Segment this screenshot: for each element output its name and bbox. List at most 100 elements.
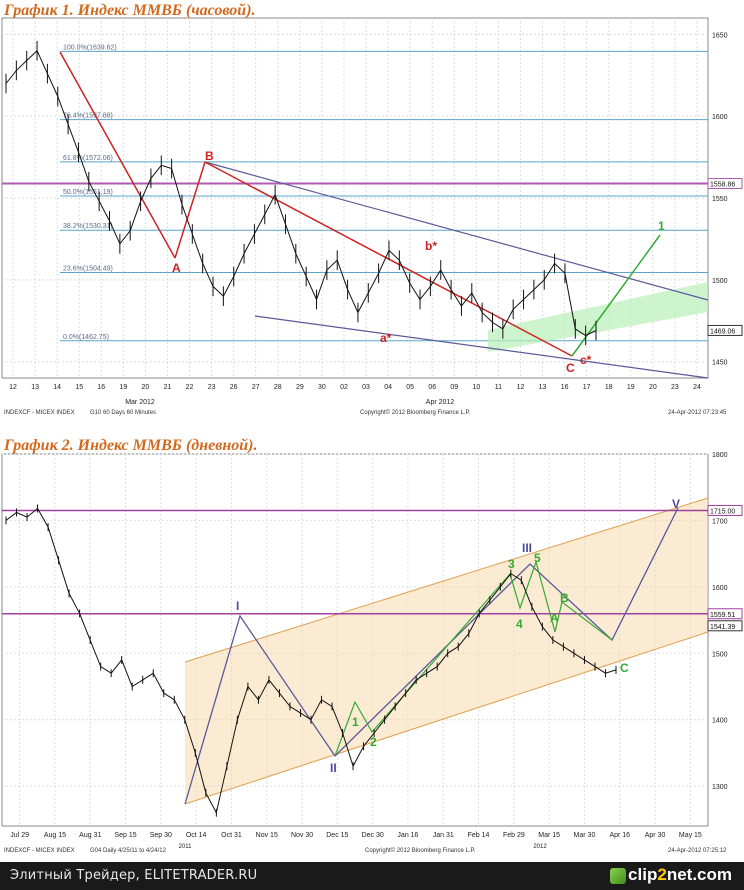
wave-label: B [560, 591, 569, 605]
wave-label: b* [425, 239, 437, 253]
wave-label: V [672, 497, 680, 511]
fib-level-label: 0.0%(1462.75) [63, 334, 109, 341]
wave-label: 1 [658, 219, 665, 233]
x-tick-label: 20 [649, 384, 657, 391]
green-channel [488, 282, 708, 352]
wave-label: 3 [508, 557, 515, 571]
month-label: Apr 2012 [426, 399, 455, 406]
brand-part-4: .com [692, 865, 732, 884]
x-tick-label: 21 [164, 384, 172, 391]
x-tick-label: 05 [406, 384, 414, 391]
year-label: 2011 [179, 844, 193, 850]
instrument-label: INDEXCF - MICEX INDEX [4, 848, 75, 854]
x-tick-label: 06 [428, 384, 436, 391]
x-tick-label: Oct 14 [186, 832, 207, 839]
bar-setting-label: G04 Daily 4/25/11 to 4/24/12 [90, 848, 167, 854]
channel-line [184, 631, 709, 805]
x-tick-label: 15 [75, 384, 83, 391]
x-tick-label: 11 [495, 384, 502, 391]
y-tick-label: 1400 [712, 718, 728, 725]
forecast-line [571, 234, 661, 357]
brand-part-1: clip [628, 865, 658, 884]
x-tick-label: 27 [252, 384, 260, 391]
x-tick-label: Nov 15 [256, 832, 278, 839]
wave-label: III [522, 541, 532, 555]
x-tick-label: 10 [472, 384, 480, 391]
y-tick-label: 1550 [712, 196, 728, 203]
hourly-chart-panel: График 1. Индекс ММВБ (часовой). 12 13 14 1… [0, 0, 744, 430]
daily-chart-panel: График 2. Индекс ММВБ (дневной). Jul 29 A… [0, 432, 744, 860]
y-tick-label: 1600 [712, 114, 728, 121]
site-credit: Элитный Трейдер, ELITETRADER.RU [10, 868, 258, 883]
daily-chart: Jul 29 Aug 15 Aug 31 Sep 15 Sep 30 Oct 14 Oct … [1, 452, 743, 854]
wave-label: 1 [352, 715, 359, 729]
wave-label: I [236, 599, 239, 613]
month-label: Mar 2012 [125, 399, 155, 406]
x-tick-label: Mar 30 [574, 832, 596, 839]
price-tag-box [707, 504, 743, 516]
x-tick-label: Dec 30 [362, 832, 384, 839]
year-label: 2012 [533, 844, 547, 850]
x-tick-label: 09 [450, 384, 458, 391]
x-tick-label: Feb 29 [503, 832, 525, 839]
y-tick-label: 1600 [712, 585, 728, 592]
wave-label: a* [380, 331, 392, 345]
x-tick-label: Sep 15 [114, 832, 136, 839]
x-tick-label: 23 [671, 384, 679, 391]
x-tick-label: Mar 15 [538, 832, 560, 839]
x-tick-label: Jul 29 [10, 832, 29, 839]
wave-label: c* [580, 353, 592, 367]
x-tick-label: 03 [362, 384, 370, 391]
price-tag-label: 1559.51 [710, 612, 735, 619]
y-tick-label: 1800 [712, 452, 728, 459]
y-tick-label: 1650 [712, 32, 728, 39]
x-tick-label: Feb 14 [468, 832, 490, 839]
x-tick-label: 28 [274, 384, 282, 391]
fib-level-label: 100.0%(1639.62) [63, 44, 117, 51]
x-tick-label: 29 [296, 384, 304, 391]
x-tick-label: 12 [9, 384, 17, 391]
x-tick-label: 17 [583, 384, 591, 391]
chart1-title: График 1. Индекс ММВБ (часовой). [4, 2, 256, 19]
x-tick-label: 20 [142, 384, 150, 391]
chart2-title: График 2. Индекс ММВБ (дневной). [4, 437, 258, 454]
wave-label: A [550, 611, 559, 625]
x-tick-label: Apr 30 [645, 832, 666, 839]
instrument-label: INDEXCF - MICEX INDEX [4, 410, 75, 416]
x-tick-label: 13 [539, 384, 547, 391]
x-tick-label: 13 [31, 384, 39, 391]
y-tick-label: 1500 [712, 651, 728, 658]
subwave-path [334, 559, 613, 757]
x-tick-label: 02 [340, 384, 348, 391]
x-tick-label: 18 [605, 384, 613, 391]
wave-label: II [330, 761, 337, 775]
x-tick-label: 30 [318, 384, 326, 391]
x-tick-label: 26 [230, 384, 238, 391]
timestamp-label: 24-Apr-2012 07:23:45 [668, 410, 727, 416]
brand-part-3: net [666, 865, 693, 884]
price-line [5, 49, 597, 337]
wave-label: B [205, 149, 214, 163]
x-tick-label: 12 [517, 384, 525, 391]
clip2net-brand[interactable]: clip2net.com [628, 865, 732, 885]
price-tag-box [707, 324, 743, 336]
wave-label: C [620, 661, 629, 675]
x-tick-label: Jan 31 [433, 832, 454, 839]
wave-line [174, 161, 206, 259]
x-tick-label: Aug 31 [79, 832, 101, 839]
y-tick-label: 1300 [712, 784, 728, 791]
wave-label: 5 [534, 551, 541, 565]
wave-label: 4 [516, 617, 523, 631]
x-tick-label: 23 [208, 384, 216, 391]
wave-label: 2 [370, 735, 377, 749]
x-tick-label: Aug 15 [44, 832, 66, 839]
x-tick-label: 04 [384, 384, 392, 391]
fib-level-label: 61.8%(1572.06) [63, 155, 113, 162]
price-tag-label: 1541.39 [710, 624, 735, 631]
copyright-label: Copyright© 2012 Bloomberg Finance L.P. [365, 847, 476, 854]
fib-level-label: 76.4%(1597.88) [63, 113, 113, 120]
x-tick-label: Dec 15 [326, 832, 348, 839]
x-tick-label: May 15 [679, 832, 702, 839]
fib-level-label: 38.2%(1530.31) [63, 223, 113, 230]
y-tick-label: 1700 [712, 518, 728, 525]
